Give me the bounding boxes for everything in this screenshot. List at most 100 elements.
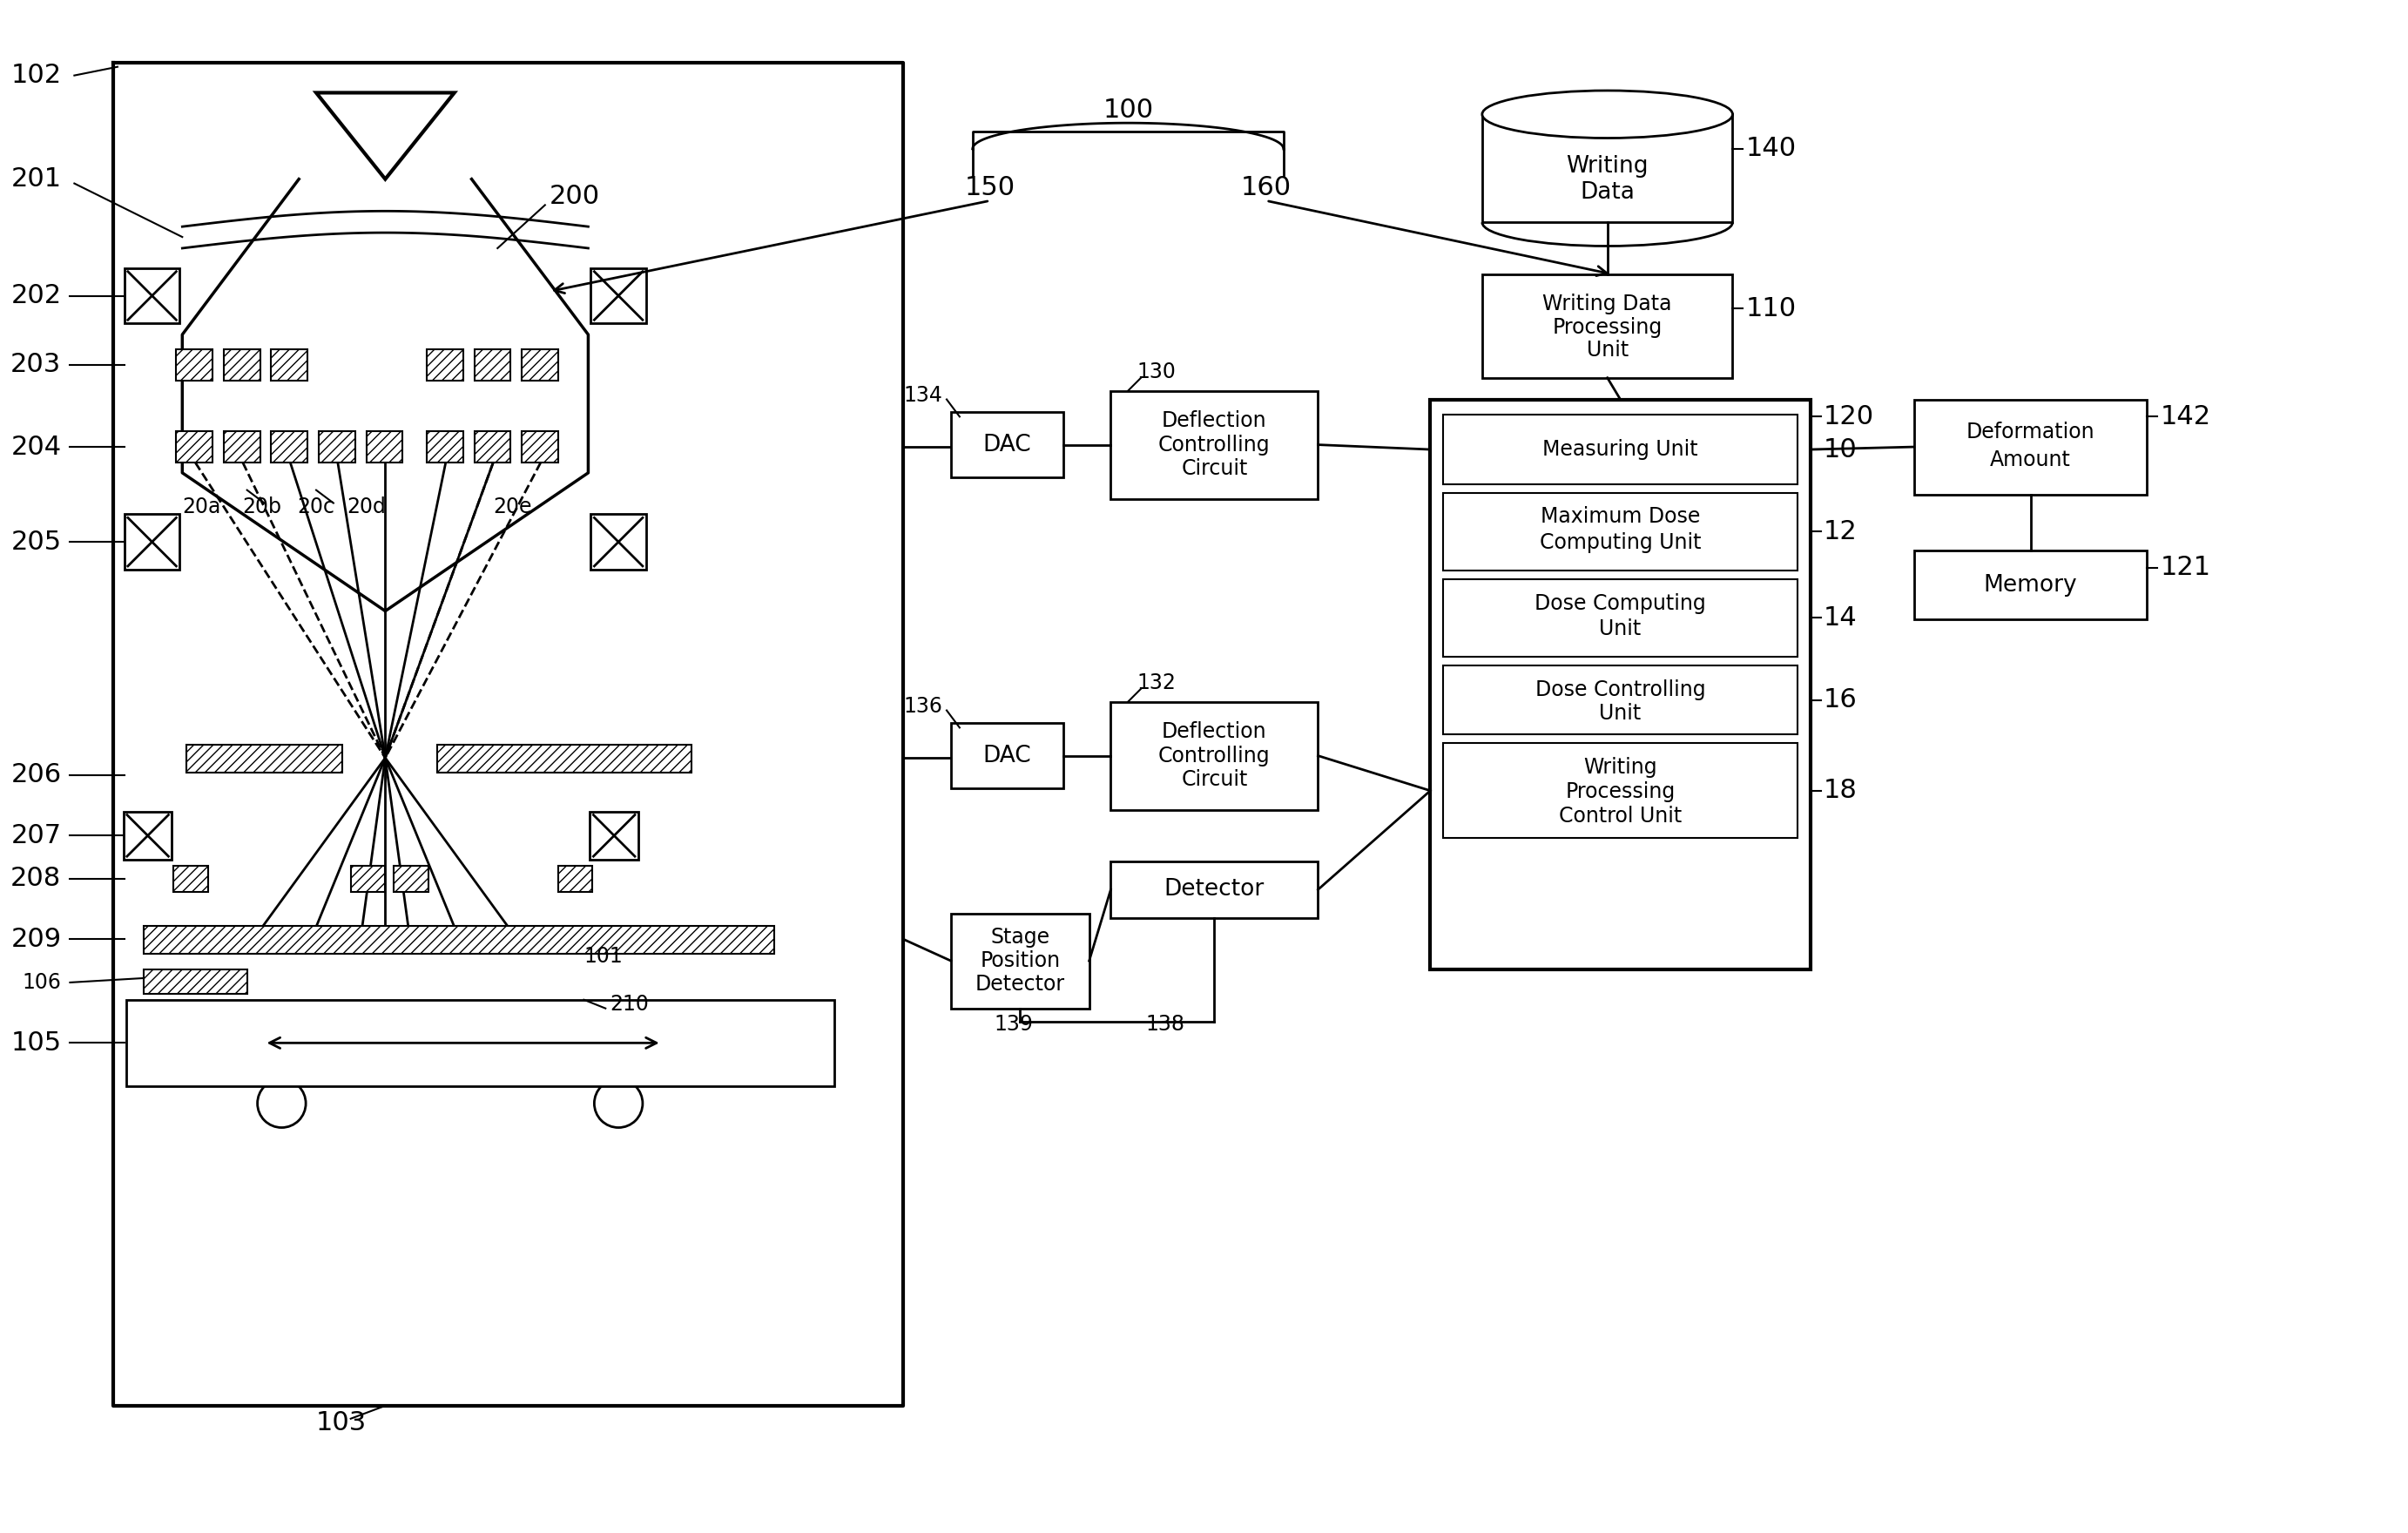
Text: 200: 200 [549,184,600,208]
Bar [559,866,592,892]
Bar [474,350,510,380]
Text: 132: 132 [1137,673,1175,693]
Text: Measuring Unit: Measuring Unit [1544,438,1698,460]
Bar [1442,579,1796,656]
Text: 201: 201 [10,167,60,192]
Bar [474,431,510,463]
Text: Unit: Unit [1599,702,1642,724]
Text: Writing: Writing [1565,155,1649,178]
Text: 18: 18 [1823,779,1857,803]
Text: Processing: Processing [1565,782,1676,802]
Text: Writing: Writing [1584,757,1657,777]
Text: 208: 208 [10,866,60,891]
Text: 134: 134 [903,385,942,406]
Text: 20a: 20a [183,497,222,518]
Bar [590,811,638,860]
Text: 102: 102 [10,63,60,87]
Text: DAC: DAC [982,745,1031,766]
Text: 100: 100 [1103,98,1153,123]
Text: Computing Unit: Computing Unit [1539,532,1700,553]
Bar [1914,550,2148,619]
Bar [125,1000,833,1085]
Bar [426,431,462,463]
Text: 142: 142 [2160,405,2211,429]
Bar [1442,744,1796,839]
Text: 209: 209 [10,926,60,952]
Text: 207: 207 [10,823,60,848]
Text: Data: Data [1580,181,1635,204]
Bar [438,745,691,773]
Bar [395,866,429,892]
Bar [366,431,402,463]
Bar [123,811,171,860]
Text: 105: 105 [10,1030,60,1056]
Text: Controlling: Controlling [1158,435,1271,455]
Bar [1110,862,1317,918]
Text: 202: 202 [10,284,60,308]
Bar [1430,400,1811,969]
Text: Deformation: Deformation [1967,422,2095,443]
Bar [1442,492,1796,570]
Text: 20e: 20e [494,497,532,518]
Text: Amount: Amount [1989,449,2071,471]
Text: 12: 12 [1823,518,1857,544]
Bar [951,914,1088,1009]
Text: Deflection: Deflection [1163,411,1267,431]
Text: Unit: Unit [1599,619,1642,639]
Text: 14: 14 [1823,606,1857,630]
Bar [176,350,212,380]
Text: 20d: 20d [347,497,385,518]
Text: Control Unit: Control Unit [1558,805,1681,826]
Text: 204: 204 [10,434,60,460]
Bar [523,431,559,463]
Bar [523,350,559,380]
Text: Position: Position [980,950,1060,972]
Bar [224,350,260,380]
Bar [224,431,260,463]
Bar [1442,665,1796,734]
Text: 206: 206 [10,762,60,788]
Bar [426,350,462,380]
Text: Circuit: Circuit [1182,770,1247,789]
Text: DAC: DAC [982,434,1031,455]
Ellipse shape [1483,90,1734,138]
Text: Detector: Detector [1163,878,1264,901]
Text: Stage: Stage [990,927,1050,947]
Text: 20b: 20b [243,497,282,518]
Bar [272,431,308,463]
Text: Maximum Dose: Maximum Dose [1541,506,1700,527]
Text: 103: 103 [315,1410,366,1435]
Text: Detector: Detector [975,973,1064,995]
Bar [590,268,645,323]
Text: 120: 120 [1823,405,1873,429]
Bar [1914,400,2148,495]
Text: 16: 16 [1823,687,1857,713]
Text: 203: 203 [10,353,60,377]
Text: 210: 210 [609,993,648,1015]
Text: Deflection: Deflection [1163,722,1267,742]
Text: Dose Computing: Dose Computing [1534,593,1705,613]
Bar [318,431,354,463]
Text: 205: 205 [10,529,60,555]
Text: Circuit: Circuit [1182,458,1247,478]
Text: Unit: Unit [1587,340,1628,360]
Bar [951,724,1064,788]
Bar [590,514,645,570]
Bar [272,350,308,380]
Text: 139: 139 [995,1013,1033,1035]
Text: 150: 150 [966,175,1016,201]
Text: 160: 160 [1240,175,1291,201]
Bar [1442,415,1796,484]
Text: 138: 138 [1146,1013,1185,1035]
Bar [173,866,207,892]
Text: 136: 136 [903,696,942,716]
Bar [1483,274,1734,377]
Bar [144,926,773,954]
Bar [125,514,181,570]
Bar [1110,391,1317,498]
Text: Dose Controlling: Dose Controlling [1536,679,1705,701]
Text: 140: 140 [1746,136,1796,161]
Text: 106: 106 [22,972,60,993]
Bar [1483,115,1734,222]
Bar [176,431,212,463]
